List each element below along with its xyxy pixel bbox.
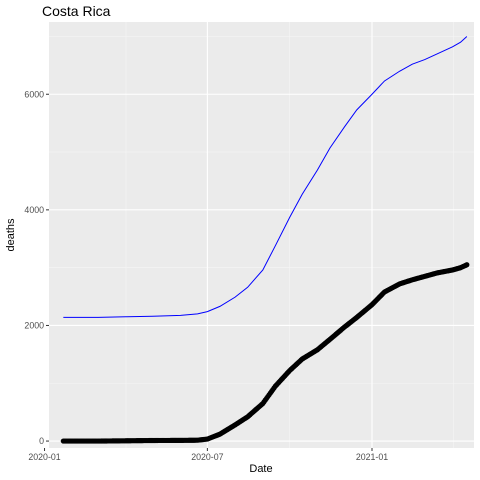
y-tick-label: 6000 xyxy=(24,89,44,99)
gridlines xyxy=(43,22,474,448)
x-tick-label: 2020-07 xyxy=(191,452,223,462)
plot-panel xyxy=(49,22,474,448)
axes: 2020-01 2020-07 2021-01 0 2000 4000 6000 xyxy=(24,89,388,462)
chart-title: Costa Rica xyxy=(42,3,111,19)
y-tick-label: 2000 xyxy=(24,320,44,330)
x-axis-title: Date xyxy=(249,463,272,475)
y-tick-label: 4000 xyxy=(24,205,44,215)
data-point xyxy=(464,262,470,268)
series-layer xyxy=(60,36,470,444)
x-tick-label: 2021-01 xyxy=(356,452,388,462)
x-tick-label: 2020-01 xyxy=(28,452,60,462)
series-points-1 xyxy=(60,262,470,444)
series-line-0 xyxy=(63,36,468,318)
y-tick-label: 0 xyxy=(39,436,44,446)
y-axis-title: deaths xyxy=(5,218,17,252)
